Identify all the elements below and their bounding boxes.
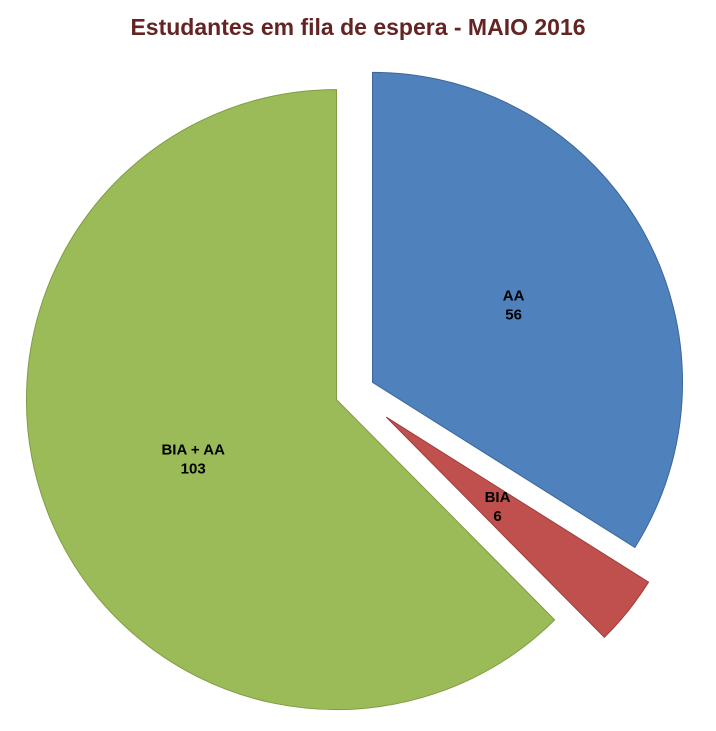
pie-slice-label-bia-aa: BIA + AA 103 [161, 442, 225, 478]
pie-slice-label-bia: BIA 6 [485, 489, 511, 525]
pie-slice-aa [372, 71, 684, 549]
pie-slices-group: AA 56 BIA 6 BIA + AA 103 [26, 71, 684, 711]
chart-title: Estudantes em fila de espera - MAIO 2016 [130, 14, 585, 40]
pie-slice-bia [385, 416, 650, 638]
pie-slice-bia-aa [26, 89, 556, 711]
pie-slice-label-aa: AA 56 [503, 287, 525, 323]
